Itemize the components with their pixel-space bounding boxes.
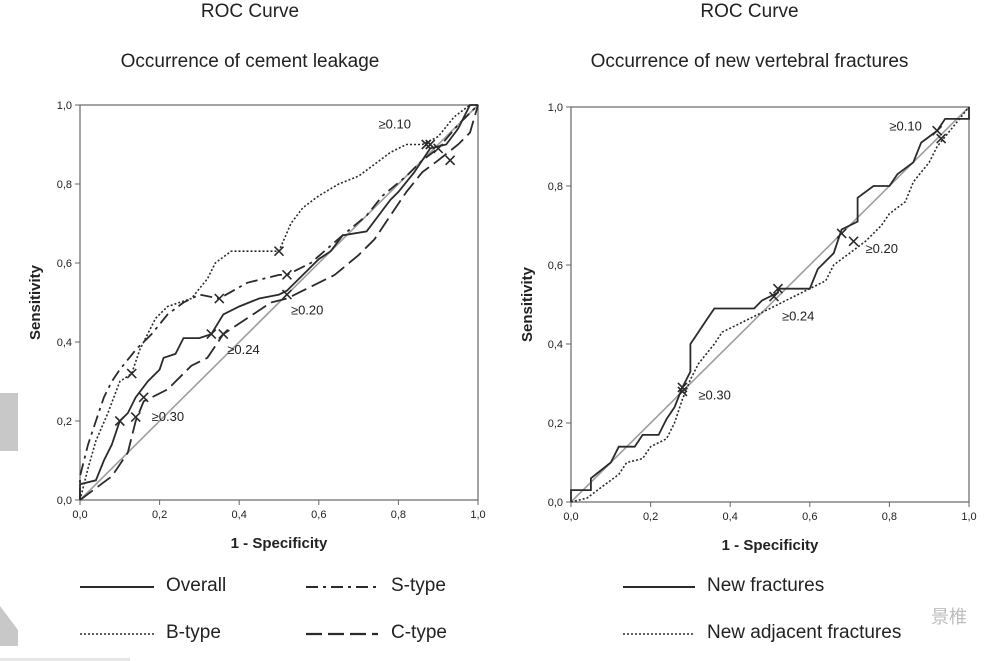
series-line-new-adjacent-fractures bbox=[570, 106, 970, 503]
left-edge-decoration-top bbox=[0, 393, 18, 451]
cutoff-marker bbox=[932, 125, 943, 136]
x-tick-label: 0,2 bbox=[152, 509, 167, 521]
series-line-c-type bbox=[79, 104, 479, 501]
cutoff-marker bbox=[218, 329, 229, 340]
y-tick-label: 1,0 bbox=[548, 102, 563, 114]
y-tick-label: 0,8 bbox=[548, 181, 563, 193]
x-tick-label: 0,8 bbox=[391, 509, 406, 521]
cutoff-annotation: ≥0.24 bbox=[782, 308, 814, 323]
cutoff-marker bbox=[138, 392, 149, 403]
y-tick-label: 1,0 bbox=[57, 100, 72, 112]
x-tick-label: 0,0 bbox=[563, 511, 578, 523]
bottom-edge-decoration bbox=[0, 658, 130, 661]
legend-label: Overall bbox=[166, 575, 227, 596]
y-tick-label: 0,4 bbox=[57, 337, 72, 349]
legend-label: C-type bbox=[391, 622, 447, 643]
x-tick-label: 0,4 bbox=[723, 511, 738, 523]
cutoff-annotation: ≥0.20 bbox=[866, 241, 898, 256]
reference-line bbox=[570, 106, 970, 503]
reference-line bbox=[79, 104, 479, 501]
roc-chart-cement-leakage: ROC Curve Occurrence of cement leakage 0… bbox=[27, 1, 494, 646]
plot-frame bbox=[79, 104, 479, 501]
cutoff-marker bbox=[677, 386, 688, 397]
x-tick-label: 1,0 bbox=[470, 509, 485, 521]
legend-swatch-longdash bbox=[306, 632, 378, 636]
legend-swatch-solid bbox=[623, 586, 695, 588]
series-line-b-type bbox=[79, 104, 478, 501]
cutoff-marker bbox=[772, 283, 784, 294]
x-tick-label: 1,0 bbox=[961, 511, 976, 523]
cutoff-marker bbox=[768, 291, 780, 302]
x-tick-label: 0,2 bbox=[643, 511, 658, 523]
y-tick-label: 0,0 bbox=[548, 497, 563, 509]
y-tick-label: 0,6 bbox=[57, 258, 72, 270]
cutoff-annotation: ≥0.24 bbox=[227, 342, 259, 357]
legend-label: B-type bbox=[166, 622, 221, 643]
legend-label: S-type bbox=[391, 575, 446, 596]
roc-plot-area: 0,00,0 0,2 0,2 0,4 0,4 0,6 0,6 0,8 0,8 1,0 1,0 1 - … bbox=[519, 102, 977, 554]
legend-label: New fractures bbox=[707, 575, 825, 596]
y-tick-label: 0,8 bbox=[57, 179, 72, 191]
x-tick-label: 0,8 bbox=[882, 511, 897, 523]
cutoff-marker bbox=[114, 415, 125, 427]
legend-item-b-type: B-type bbox=[78, 622, 278, 646]
roc-chart-new-vertebral-fractures: ROC Curve Occurrence of new vertebral fr… bbox=[500, 0, 999, 661]
cutoff-marker bbox=[421, 139, 432, 150]
x-axis-label: 1 - Specificity bbox=[231, 535, 328, 552]
chart-title: ROC Curve bbox=[200, 1, 300, 22]
legend-item-overall: Overall bbox=[78, 575, 278, 599]
cutoff-marker bbox=[214, 293, 225, 304]
legend-label: New adjacent fractures bbox=[707, 622, 902, 643]
chart-subtitle: Occurrence of cement leakage bbox=[120, 51, 380, 72]
series-line-new-fractures bbox=[570, 107, 970, 502]
chart-subtitle: Occurrence of new vertebral fractures bbox=[590, 51, 909, 72]
y-tick-label: 0,0 bbox=[57, 495, 72, 507]
cutoff-marker bbox=[848, 236, 859, 247]
legend-item-s-type: S-type bbox=[304, 575, 494, 599]
chart-title: ROC Curve bbox=[700, 1, 799, 22]
legend-swatch-dotted bbox=[80, 633, 154, 635]
legend-swatch-dashdot bbox=[306, 586, 376, 588]
cutoff-annotation: ≥0.10 bbox=[379, 117, 411, 132]
cutoff-marker bbox=[433, 143, 444, 154]
cutoff-annotation: ≥0.20 bbox=[291, 302, 323, 317]
x-axis-label: 1 - Specificity bbox=[722, 537, 819, 554]
cutoff-marker bbox=[130, 411, 141, 423]
x-tick-label: 0,6 bbox=[311, 509, 326, 521]
legend-swatch-dotted bbox=[623, 633, 695, 635]
cutoff-marker bbox=[425, 139, 436, 150]
cutoff-annotation: ≥0.30 bbox=[152, 409, 184, 424]
cutoff-marker bbox=[126, 368, 137, 379]
y-tick-label: 0,4 bbox=[548, 339, 563, 351]
cutoff-marker bbox=[281, 289, 293, 300]
legend-swatch-solid bbox=[80, 586, 154, 588]
y-axis-label: Sensitivity bbox=[519, 266, 536, 342]
plot-frame bbox=[570, 106, 970, 503]
cutoff-marker bbox=[936, 133, 947, 144]
legend-item-c-type: C-type bbox=[304, 622, 494, 646]
cutoff-marker bbox=[273, 246, 285, 257]
legend-item-new-fractures: New fractures bbox=[621, 575, 881, 599]
x-tick-label: 0,0 bbox=[72, 509, 87, 521]
legend-item-new-adjacent-fractures: New adjacent fractures bbox=[621, 622, 941, 646]
roc-plot-area: 0,00,0 0,2 0,2 0,4 0,4 0,6 0,6 0,8 0,8 1,0 1,0 1 - … bbox=[27, 100, 486, 552]
x-tick-label: 0,6 bbox=[802, 511, 817, 523]
cutoff-marker bbox=[677, 382, 688, 393]
cutoff-annotation: ≥0.30 bbox=[698, 387, 730, 402]
y-tick-label: 0,2 bbox=[548, 418, 563, 430]
watermark-text: 景椎 bbox=[931, 607, 967, 628]
cutoff-marker bbox=[445, 155, 456, 166]
cutoff-marker bbox=[281, 269, 293, 280]
y-tick-label: 0,2 bbox=[57, 416, 72, 428]
cutoff-marker bbox=[836, 228, 847, 239]
y-tick-label: 0,6 bbox=[548, 260, 563, 272]
cutoff-annotation: ≥0.10 bbox=[889, 119, 921, 134]
x-tick-label: 0,4 bbox=[232, 509, 247, 521]
y-axis-label: Sensitivity bbox=[27, 264, 44, 340]
cutoff-marker bbox=[206, 329, 217, 340]
